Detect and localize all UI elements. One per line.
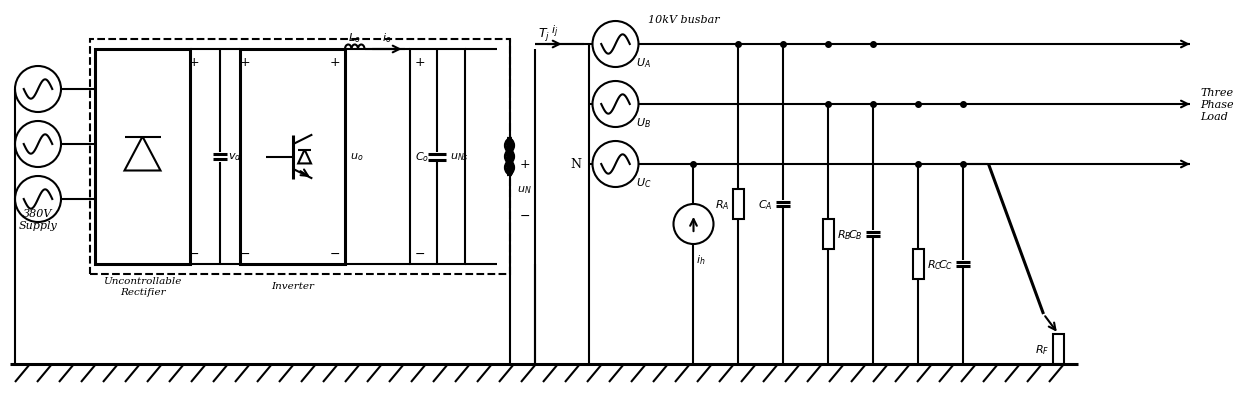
Text: $-$: $-$ [188,246,200,259]
Text: Three
Phase
Load: Three Phase Load [1200,88,1234,121]
Text: $C_A$: $C_A$ [758,198,773,211]
Text: $-$: $-$ [329,246,340,259]
Bar [823,220,835,249]
Text: $-$: $-$ [518,208,529,221]
Text: $U_A$: $U_A$ [636,56,651,70]
Text: Inverter: Inverter [272,282,314,291]
Text: $v_d$: $v_d$ [228,151,242,163]
Text: +: + [188,55,200,68]
Text: 380V
Supply: 380V Supply [19,209,57,230]
Bar [91,40,510,274]
Text: $i_o$: $i_o$ [382,31,392,45]
Text: $C_o$: $C_o$ [415,150,429,164]
Bar [913,249,924,279]
Bar [1053,334,1064,364]
Text: $-$: $-$ [239,246,250,259]
Text: N: N [570,158,582,171]
Bar [95,50,190,264]
Text: $C_C$: $C_C$ [937,258,954,271]
Text: +: + [414,55,425,68]
Text: $U_B$: $U_B$ [636,116,651,130]
Text: $R_A$: $R_A$ [715,198,730,211]
Text: $R_C$: $R_C$ [928,258,942,271]
Text: $R_B$: $R_B$ [837,227,852,241]
Bar [409,50,465,264]
Text: 10kV busbar: 10kV busbar [649,15,720,25]
Text: $u_N$: $u_N$ [517,184,532,196]
Text: $R_F$: $R_F$ [1035,342,1049,356]
Text: $i_j$: $i_j$ [551,24,558,40]
Text: $L_o$: $L_o$ [348,31,361,45]
Text: +: + [520,158,529,171]
Text: $u_{Ns}$: $u_{Ns}$ [450,151,469,163]
Bar [733,189,744,220]
Text: $i_h$: $i_h$ [697,252,706,266]
Bar [241,50,345,264]
Text: $-$: $-$ [414,246,425,259]
Text: $u_o$: $u_o$ [350,151,363,163]
Text: +: + [330,55,340,68]
Text: $C_B$: $C_B$ [848,227,863,241]
Text: $U_C$: $U_C$ [636,176,651,189]
Text: Uncontrollable
Rectifier: Uncontrollable Rectifier [103,276,182,296]
Text: $T_j$: $T_j$ [538,27,551,43]
Text: +: + [239,55,250,68]
